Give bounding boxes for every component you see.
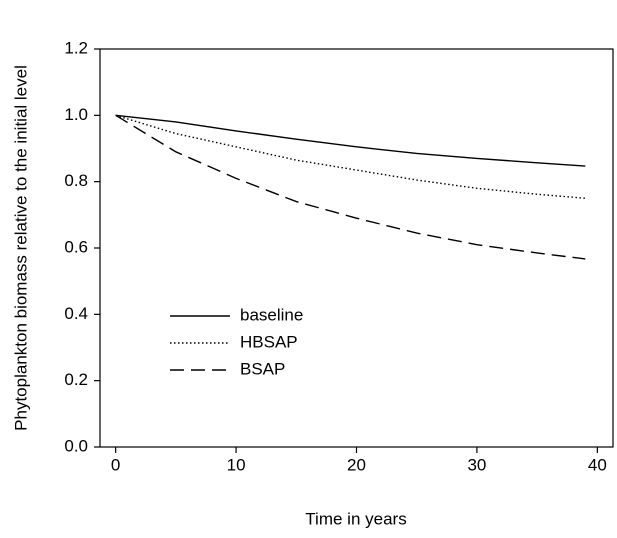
y-tick-label: 1.2	[64, 38, 88, 57]
x-tick-label: 10	[227, 455, 246, 474]
series-line	[115, 114, 586, 167]
y-tick-label: 0.4	[64, 304, 88, 323]
series-line	[115, 114, 586, 199]
y-axis-label: Phytoplankton biomass relative to the in…	[11, 65, 30, 431]
y-tick-label: 0.0	[64, 436, 88, 455]
y-tick-label: 0.2	[64, 370, 88, 389]
x-axis-label: Time in years	[305, 509, 406, 528]
y-tick-label: 1.0	[64, 105, 88, 124]
y-tick-label: 0.8	[64, 171, 88, 190]
x-tick-label: 30	[467, 455, 486, 474]
x-tick-label: 40	[588, 455, 607, 474]
plot-frame	[99, 48, 614, 448]
x-tick-label: 20	[347, 455, 366, 474]
series-line	[115, 114, 586, 260]
y-tick-label: 0.6	[64, 237, 88, 256]
legend-label: baseline	[240, 305, 303, 324]
legend-label: HBSAP	[240, 332, 298, 351]
legend-label: BSAP	[240, 359, 285, 378]
x-tick-label: 0	[111, 455, 120, 474]
